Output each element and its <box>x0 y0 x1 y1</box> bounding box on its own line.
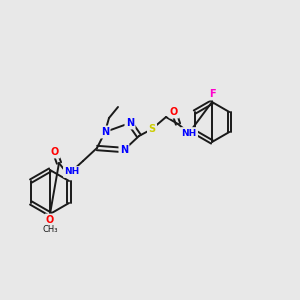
Text: O: O <box>170 107 178 117</box>
Text: F: F <box>209 89 215 99</box>
Text: N: N <box>120 145 128 155</box>
Text: CH₃: CH₃ <box>42 226 58 235</box>
Text: O: O <box>51 147 59 157</box>
Text: O: O <box>46 215 54 225</box>
Text: N: N <box>101 127 109 137</box>
Text: NH: NH <box>64 167 80 176</box>
Text: S: S <box>148 124 156 134</box>
Text: NH: NH <box>182 128 196 137</box>
Text: N: N <box>126 118 134 128</box>
